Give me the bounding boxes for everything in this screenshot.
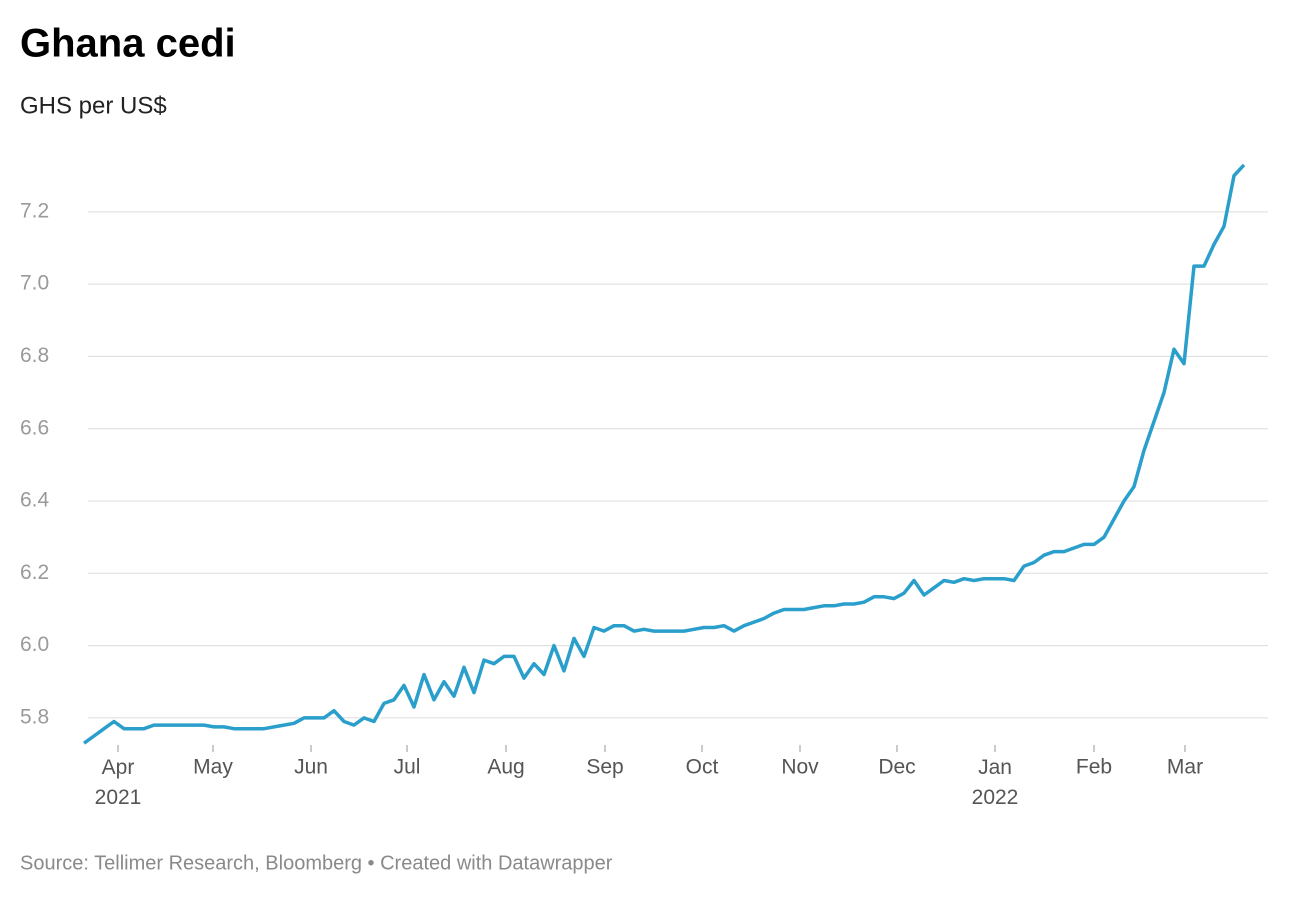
y-tick-label: 7.0 (20, 272, 49, 295)
x-tick-label: Sep (586, 756, 623, 779)
y-tick-label: 7.2 (20, 199, 49, 222)
y-tick-label: 6.4 (20, 489, 50, 512)
x-tick-label: Jan 2022 (972, 756, 1019, 809)
source-note: Source: Tellimer Research, Bloomberg • C… (20, 852, 613, 874)
x-tick-label: Jul (394, 756, 421, 779)
y-tick-label: 6.8 (20, 344, 49, 367)
y-tick-label: 6.6 (20, 416, 49, 439)
x-tick-label: Mar (1167, 756, 1203, 779)
x-tick-label: Dec (878, 756, 915, 779)
y-tick-label: 5.8 (20, 705, 49, 728)
x-tick-label: Apr 2021 (95, 756, 142, 809)
y-tick-label: 6.0 (20, 633, 49, 656)
y-tick-label: 6.2 (20, 561, 49, 584)
x-tick-label: May (193, 756, 233, 779)
chart-title: Ghana cedi (20, 22, 236, 66)
x-tick-label: Jun (294, 756, 328, 779)
x-tick-label: Feb (1076, 756, 1112, 779)
x-tick-label: Oct (686, 756, 719, 779)
x-tick-label: Aug (487, 756, 524, 779)
x-tick-label: Nov (781, 756, 819, 779)
chart-subtitle: GHS per US$ (20, 92, 167, 119)
data-line (82, 163, 1246, 745)
